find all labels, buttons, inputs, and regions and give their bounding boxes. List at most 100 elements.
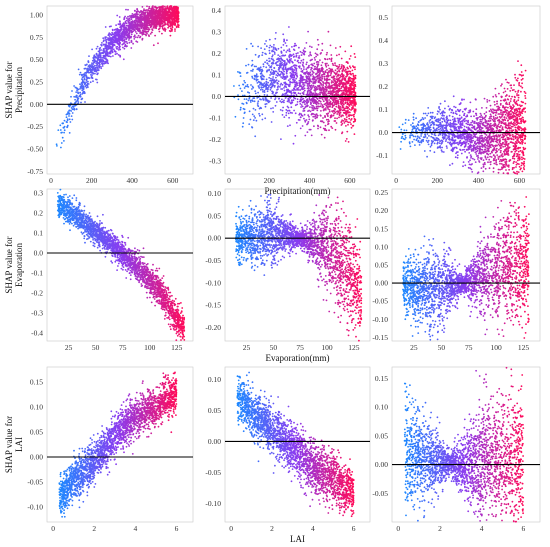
- data-point: [66, 121, 68, 123]
- data-point: [308, 65, 310, 67]
- data-point: [312, 116, 314, 118]
- data-point: [321, 49, 323, 51]
- data-point: [84, 74, 86, 76]
- data-point: [345, 125, 347, 127]
- data-point: [517, 91, 519, 93]
- data-point: [109, 36, 111, 38]
- data-point: [265, 40, 267, 42]
- data-point: [286, 75, 288, 77]
- data-point: [68, 115, 70, 117]
- data-point: [279, 100, 281, 102]
- data-point: [318, 44, 320, 46]
- data-point: [328, 68, 330, 70]
- data-point: [273, 46, 275, 48]
- data-point: [317, 94, 319, 96]
- data-point: [266, 45, 268, 47]
- data-point: [118, 29, 120, 31]
- data-point: [293, 99, 295, 101]
- data-point: [93, 66, 95, 68]
- data-point: [348, 118, 350, 120]
- data-point: [428, 140, 430, 142]
- data-point: [313, 69, 315, 71]
- data-point: [327, 65, 329, 67]
- data-point: [303, 118, 305, 120]
- data-point: [277, 72, 279, 74]
- data-point: [64, 129, 66, 131]
- data-point: [297, 98, 299, 100]
- data-point: [251, 76, 253, 78]
- data-point: [315, 53, 317, 55]
- data-point: [354, 56, 356, 58]
- data-point: [66, 113, 68, 115]
- y-tick-label: 0.0: [212, 92, 222, 101]
- data-point: [340, 121, 342, 123]
- data-point: [285, 114, 287, 116]
- data-point: [475, 153, 477, 155]
- data-point: [79, 92, 81, 94]
- data-point: [247, 91, 249, 93]
- data-point: [325, 86, 327, 88]
- data-point: [141, 27, 143, 29]
- x-tick-label: 400: [127, 176, 139, 185]
- data-point: [285, 76, 287, 78]
- data-point: [352, 73, 354, 75]
- data-point: [174, 22, 176, 24]
- data-point: [311, 46, 313, 48]
- data-point: [137, 37, 139, 39]
- data-point: [107, 55, 109, 57]
- data-point: [259, 70, 261, 72]
- data-point: [320, 105, 322, 107]
- data-point: [307, 131, 309, 133]
- data-point: [268, 70, 270, 72]
- data-point: [312, 119, 314, 121]
- data-point: [328, 129, 330, 131]
- data-point: [313, 106, 315, 108]
- data-point: [344, 118, 346, 120]
- data-point: [331, 94, 333, 96]
- data-point: [306, 100, 308, 102]
- data-point: [258, 81, 260, 83]
- data-point: [269, 74, 271, 76]
- data-point: [320, 126, 322, 128]
- data-point: [62, 122, 64, 124]
- data-point: [76, 108, 78, 110]
- data-point: [99, 60, 101, 62]
- data-point: [398, 126, 400, 128]
- data-point: [121, 25, 123, 27]
- data-point: [330, 54, 332, 56]
- data-point: [313, 108, 315, 110]
- scatter-points: [56, 5, 180, 148]
- data-point: [277, 57, 279, 59]
- data-point: [60, 129, 62, 131]
- data-point: [307, 88, 309, 90]
- data-point: [338, 117, 340, 119]
- data-point: [331, 127, 333, 129]
- data-point: [95, 62, 97, 64]
- data-point: [83, 74, 85, 76]
- data-point: [130, 41, 132, 43]
- data-point: [268, 65, 270, 67]
- data-point: [262, 89, 264, 91]
- data-point: [302, 115, 304, 117]
- data-point: [257, 105, 259, 107]
- data-point: [137, 24, 139, 26]
- data-point: [84, 84, 86, 86]
- data-point: [171, 16, 173, 18]
- data-point: [95, 67, 97, 69]
- data-point: [315, 79, 317, 81]
- data-point: [289, 81, 291, 83]
- data-point: [159, 6, 161, 8]
- data-point: [127, 20, 129, 22]
- data-point: [136, 8, 138, 10]
- data-point: [161, 10, 163, 12]
- data-point: [269, 50, 271, 52]
- data-point: [285, 97, 287, 99]
- data-point: [519, 154, 521, 156]
- data-point: [284, 64, 286, 66]
- y-tick-label: 0.25: [30, 77, 43, 86]
- data-point: [298, 114, 300, 116]
- data-point: [344, 112, 346, 114]
- data-point: [331, 71, 333, 73]
- data-point: [354, 105, 356, 107]
